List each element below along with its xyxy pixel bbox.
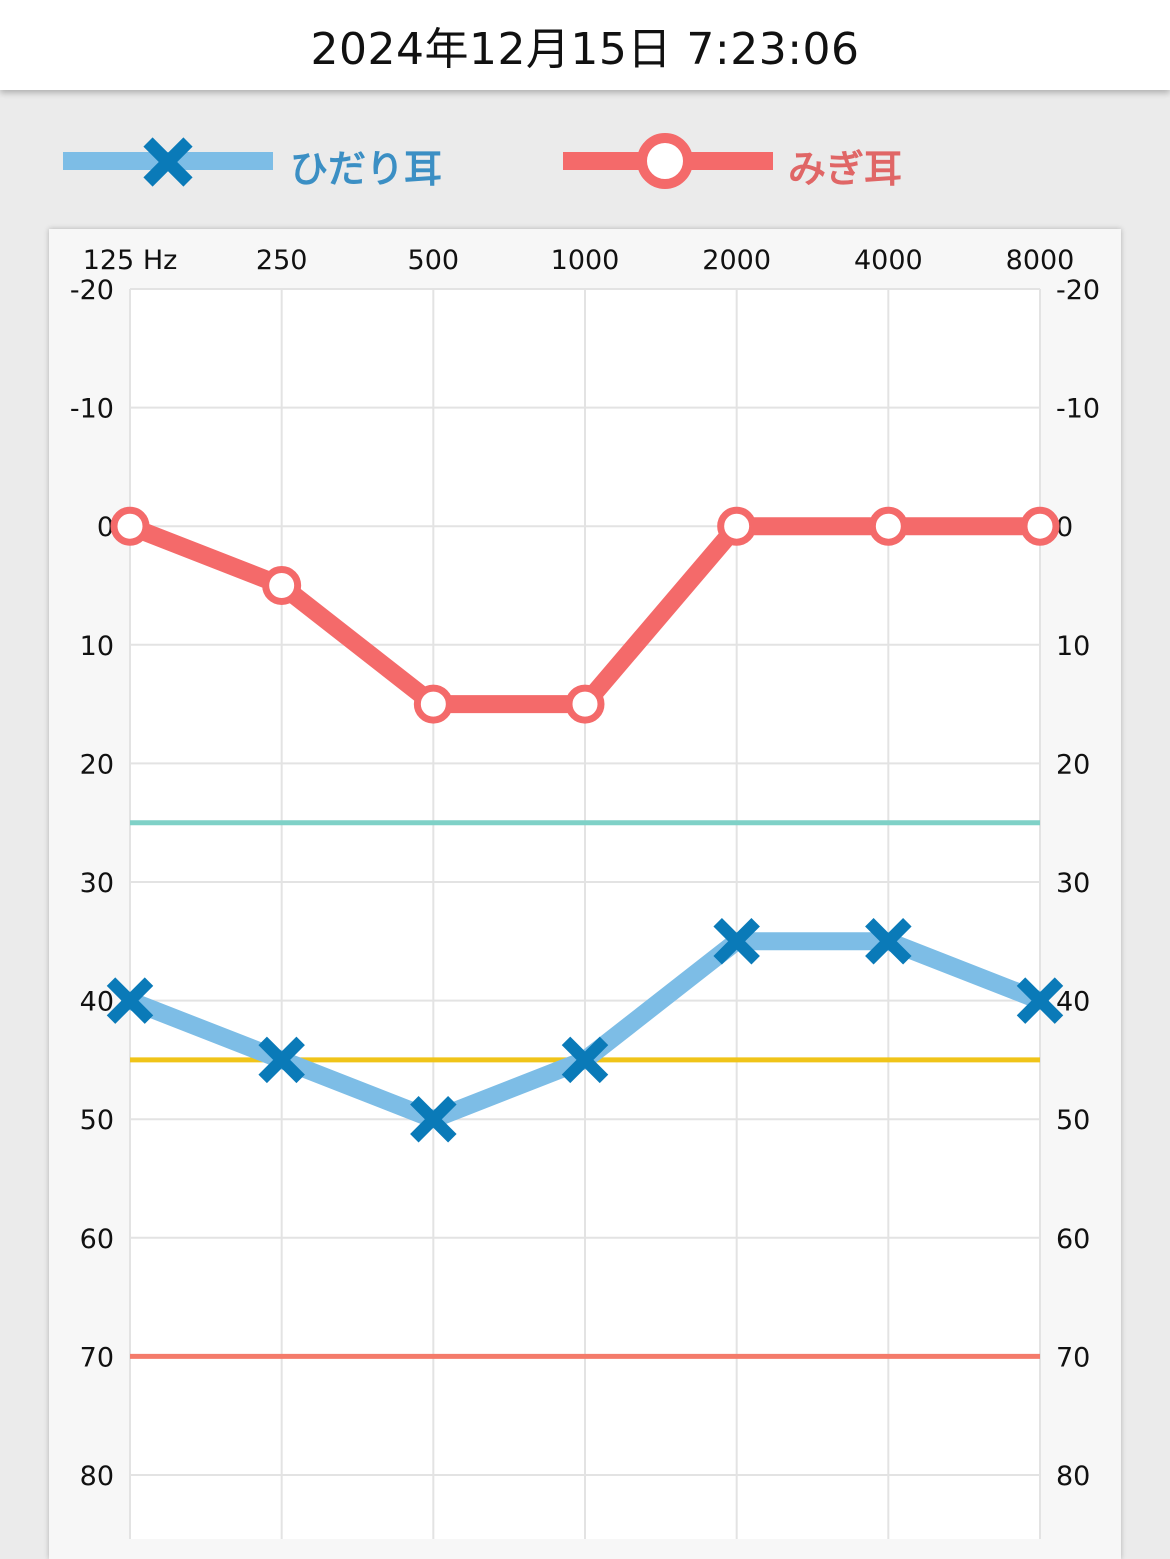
y-tick-label-left: 70 — [80, 1342, 114, 1373]
y-tick-label-left: 80 — [80, 1461, 114, 1492]
x-tick-label: 1000 — [551, 245, 620, 276]
y-tick-label-left: -10 — [70, 394, 114, 425]
x-tick-label: 500 — [408, 245, 460, 276]
legend-left-ear — [63, 137, 273, 187]
data-point-circle — [262, 566, 302, 605]
data-point-cross — [865, 918, 912, 965]
cross-icon — [143, 137, 193, 187]
x-tick-label: 125 Hz — [83, 245, 178, 276]
y-tick-label-left: 10 — [80, 631, 114, 662]
y-tick-label-left: 50 — [80, 1105, 114, 1136]
y-tick-label-left: 40 — [80, 987, 114, 1018]
y-tick-label-right: 40 — [1056, 987, 1090, 1018]
y-tick-label-left: 0 — [97, 512, 114, 543]
data-point-cross — [713, 918, 760, 965]
y-tick-label-left: 60 — [80, 1224, 114, 1255]
data-point-cross — [106, 977, 154, 1024]
y-tick-label-right: 0 — [1056, 512, 1073, 543]
y-tick-label-left: 20 — [80, 749, 114, 780]
data-point-cross — [561, 1036, 609, 1084]
legend-right-ear — [563, 133, 773, 189]
y-tick-label-left: 30 — [80, 868, 114, 899]
data-point-cross — [1016, 977, 1064, 1024]
data-point-circle — [413, 684, 453, 724]
data-point-circle — [110, 506, 150, 546]
y-tick-label-right: 60 — [1056, 1224, 1090, 1255]
y-tick-label-right: 20 — [1056, 749, 1090, 780]
audiogram-chart: -20 -20 -10 -10 0 0 10 10 20 20 30 30 40 40 50 50 60 60 70… — [70, 245, 1100, 1539]
y-tick-label-right: -10 — [1056, 394, 1100, 425]
circle-icon — [637, 133, 693, 189]
x-tick-label: 250 — [256, 245, 308, 276]
y-tick-label-right: 10 — [1056, 631, 1090, 662]
y-tick-label-right: 80 — [1056, 1461, 1090, 1492]
legend-label-left: ひだり耳 — [290, 147, 443, 191]
datetime-title: 2024年12月15日 7:23:06 — [310, 24, 860, 75]
y-tick-label-right: 30 — [1056, 868, 1090, 899]
legend-markers — [63, 133, 773, 189]
data-point-circle — [565, 684, 605, 724]
data-point-circle — [717, 506, 757, 546]
x-tick-label: 4000 — [854, 245, 923, 276]
y-tick-label-right: -20 — [1056, 275, 1100, 306]
header-bar: 2024年12月15日 7:23:06 — [0, 0, 1170, 90]
x-tick-label: 8000 — [1006, 245, 1075, 276]
y-tick-label-right: 70 — [1056, 1342, 1090, 1373]
y-tick-label-right: 50 — [1056, 1105, 1090, 1136]
y-tick-label-left: -20 — [70, 275, 114, 306]
data-point-circle — [1020, 506, 1060, 546]
legend-label-right: みぎ耳 — [788, 147, 903, 191]
legend: ひだり耳 みぎ耳 — [0, 120, 1170, 204]
audiogram-card: -20 -20 -10 -10 0 0 10 10 20 20 30 30 40 40 50 50 60 60 70… — [49, 229, 1121, 1559]
data-point-cross — [410, 1095, 457, 1143]
data-point-circle — [868, 506, 908, 546]
data-point-cross — [258, 1036, 305, 1084]
x-tick-label: 2000 — [702, 245, 771, 276]
